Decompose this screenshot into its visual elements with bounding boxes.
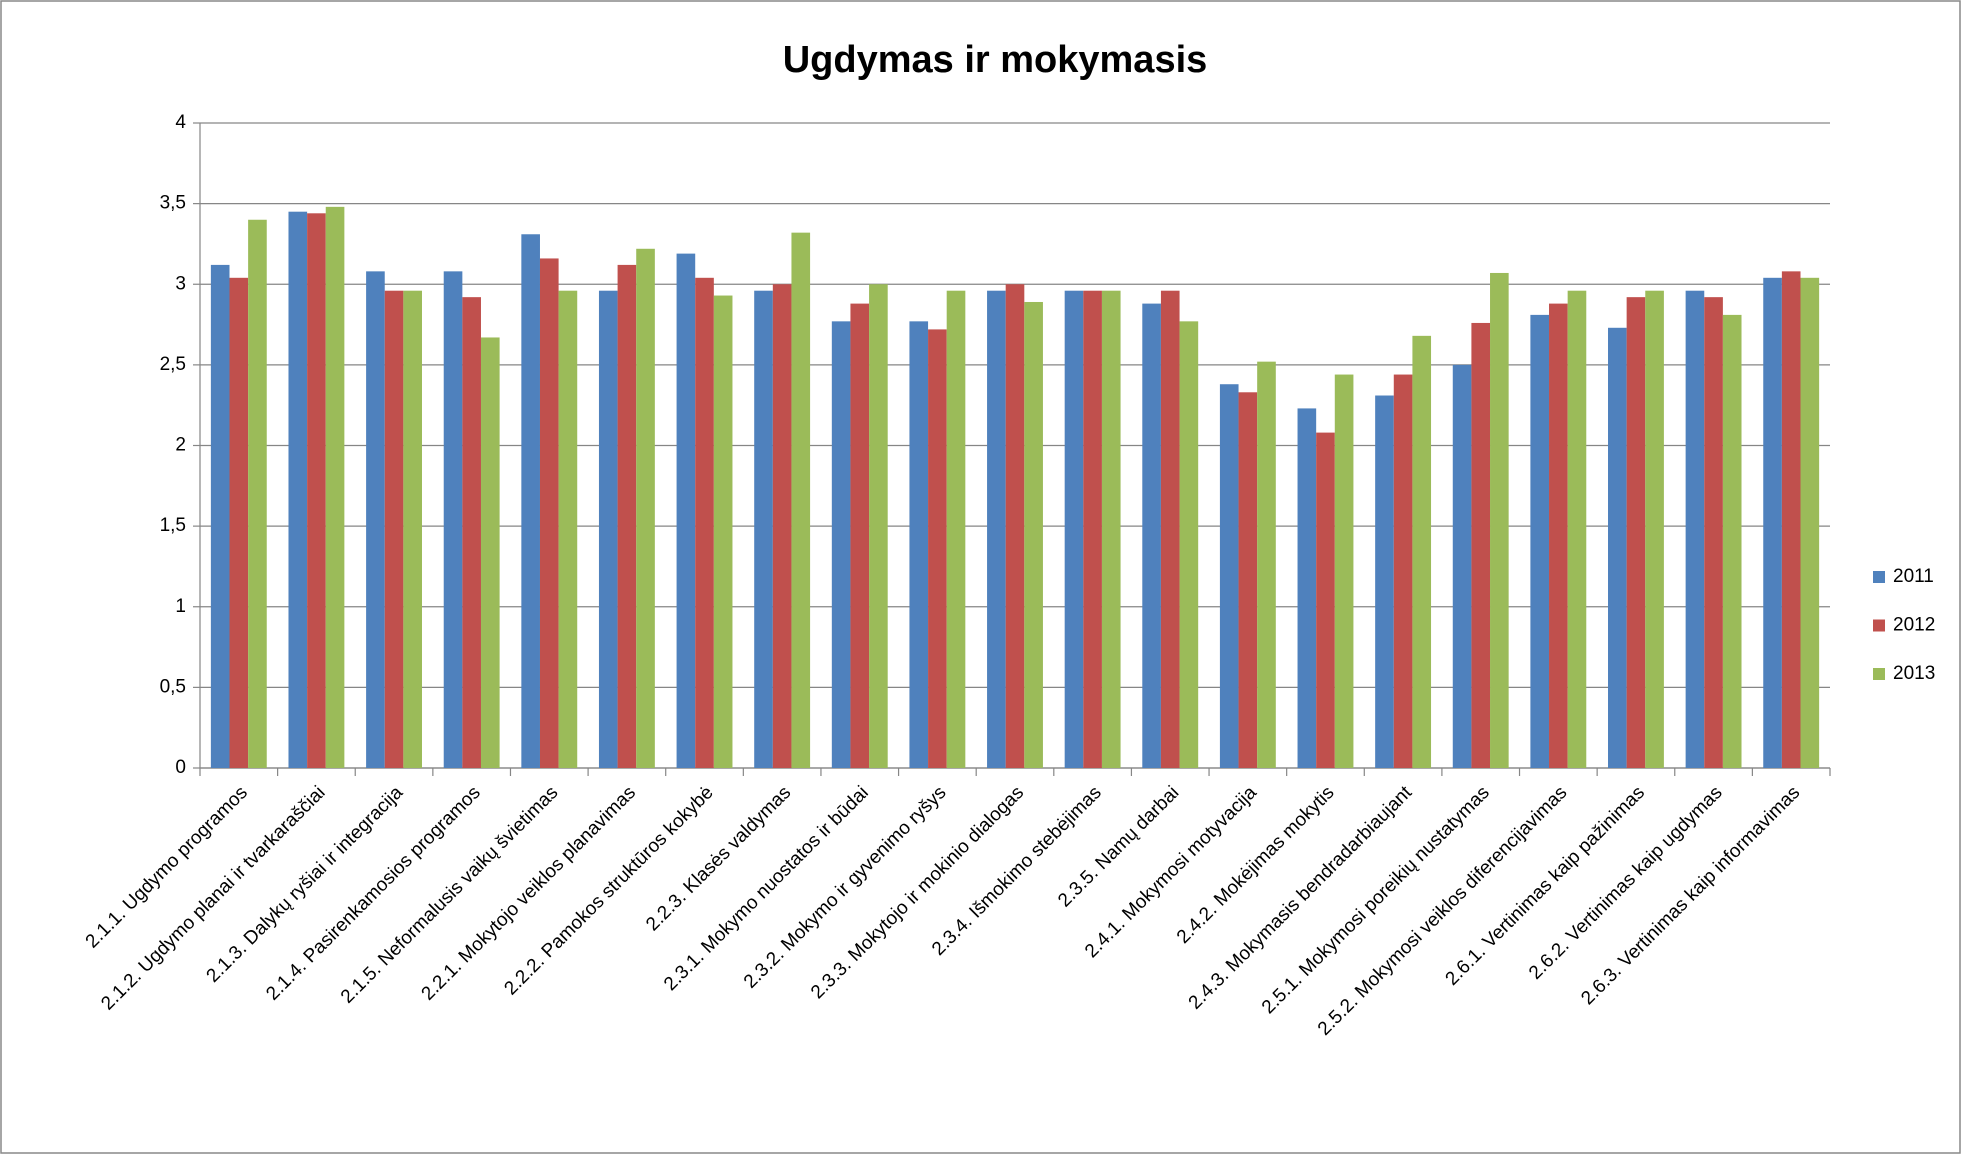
- y-tick-label: 4: [175, 112, 186, 133]
- bar: [1490, 272, 1509, 768]
- bar: [1083, 290, 1102, 768]
- bar: [1142, 303, 1161, 768]
- bar: [1608, 327, 1627, 768]
- bar: [1375, 395, 1394, 768]
- bar: [676, 253, 696, 769]
- bar: [1781, 271, 1801, 768]
- y-tick-label: 3,5: [160, 193, 186, 214]
- bar: [831, 321, 851, 768]
- bar: [1722, 314, 1742, 768]
- y-tick-label: 0: [175, 757, 186, 778]
- bar: [1452, 364, 1472, 768]
- bar: [1297, 408, 1317, 768]
- bar: [1704, 297, 1723, 768]
- bar: [443, 271, 463, 768]
- bar: [1800, 277, 1820, 768]
- bar: [325, 206, 345, 769]
- bar: [1160, 290, 1180, 768]
- bar: [1101, 290, 1121, 768]
- bar: [210, 264, 230, 768]
- bar: [1567, 290, 1587, 768]
- bar: [946, 290, 966, 768]
- bar: [539, 258, 559, 768]
- bar: [928, 329, 947, 768]
- legend-swatch: [1873, 619, 1885, 632]
- y-tick-label: 0,5: [160, 676, 186, 697]
- bar: [754, 290, 773, 768]
- bar: [1763, 277, 1782, 768]
- bar: [1471, 322, 1491, 768]
- bar: [1064, 290, 1084, 768]
- bar: [403, 290, 422, 768]
- bar: [1530, 314, 1550, 768]
- bar: [480, 337, 500, 768]
- bar: [1549, 303, 1568, 768]
- bar: [791, 232, 811, 768]
- legend-label: 2011: [1893, 566, 1934, 587]
- bar: [713, 295, 733, 768]
- bar: [1024, 301, 1043, 768]
- bar: [248, 219, 267, 768]
- y-tick-label: 1: [175, 596, 186, 617]
- bar: [598, 290, 618, 768]
- bar: [366, 271, 385, 768]
- bar: [1316, 432, 1335, 768]
- bar: [869, 284, 888, 768]
- bar: [1393, 374, 1413, 768]
- bar: [384, 290, 404, 768]
- bar: [1685, 290, 1705, 768]
- bar: [909, 321, 929, 768]
- bar: [1257, 361, 1276, 768]
- bar: [1334, 374, 1354, 768]
- bar: [307, 213, 326, 769]
- bar: [1238, 392, 1258, 768]
- chart-title: Ugdymas ir mokymasis: [783, 39, 1208, 81]
- bar: [636, 248, 655, 768]
- bar: [1645, 290, 1664, 768]
- bar: [1626, 297, 1646, 768]
- y-tick-label: 2: [175, 435, 186, 456]
- bar: [229, 277, 249, 768]
- bar: [1005, 284, 1025, 768]
- bar: [521, 234, 540, 768]
- legend-label: 2012: [1893, 615, 1935, 636]
- bar: [850, 303, 870, 768]
- legend-label: 2013: [1893, 663, 1935, 684]
- y-tick-label: 1,5: [160, 515, 186, 536]
- legend-swatch: [1873, 668, 1885, 680]
- bar: [772, 284, 792, 768]
- bar: [1412, 335, 1432, 768]
- bar: [987, 290, 1006, 768]
- bar: [617, 264, 637, 768]
- y-tick-label: 3: [175, 273, 186, 294]
- bar: [558, 290, 578, 768]
- legend-swatch: [1873, 571, 1885, 583]
- bar: [462, 297, 481, 768]
- bar: [695, 277, 714, 768]
- y-tick-label: 2,5: [160, 354, 186, 375]
- bar: [1219, 384, 1239, 768]
- bar: [288, 211, 308, 768]
- bar: [1179, 321, 1199, 768]
